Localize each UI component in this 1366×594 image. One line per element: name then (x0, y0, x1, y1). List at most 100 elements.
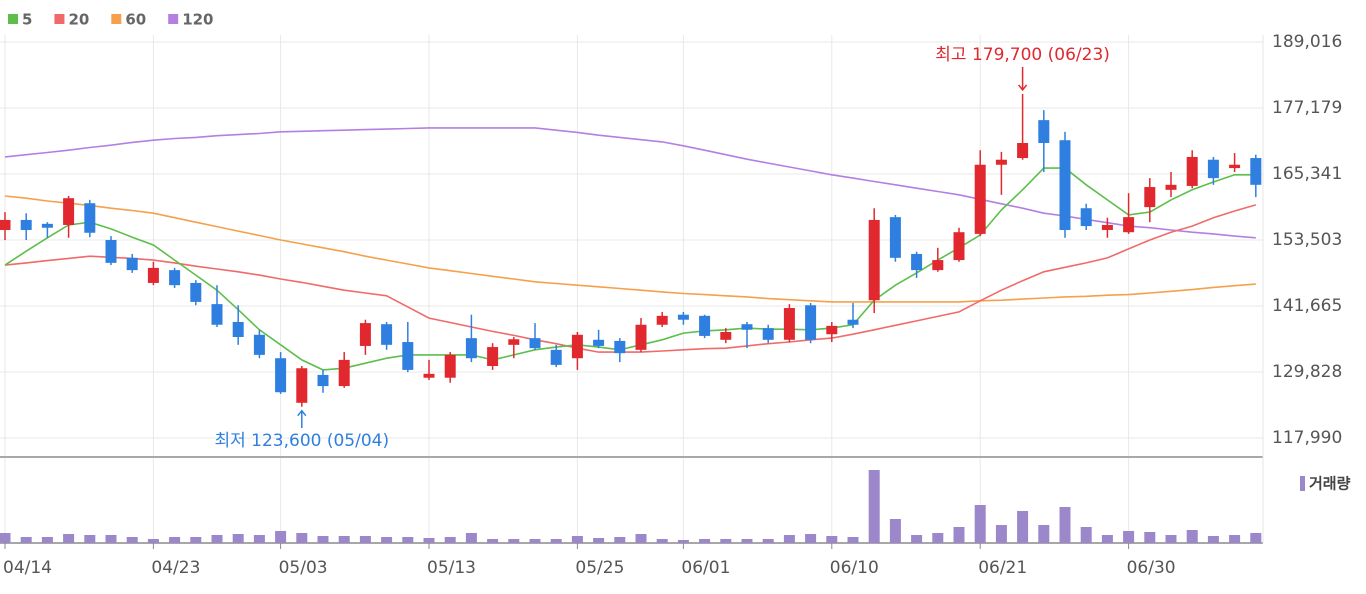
candle-body (465, 338, 477, 359)
candle-body (275, 358, 287, 393)
candle-body (783, 308, 795, 340)
candle-body (211, 304, 223, 325)
candle-body (0, 219, 11, 230)
low-arrow (297, 409, 307, 428)
candle-body (1059, 140, 1071, 230)
volume-bar (1101, 535, 1113, 543)
candle-body (253, 334, 265, 355)
volume-legend-swatch (1300, 476, 1305, 491)
legend-swatch (8, 14, 18, 24)
candle-body (338, 359, 350, 387)
volume-bar (147, 539, 159, 543)
candle-body (699, 315, 711, 336)
volume-bar (635, 534, 647, 543)
ma-line (4, 127, 1256, 239)
candle-body (550, 349, 562, 365)
x-tick-label: 06/30 (1127, 558, 1176, 578)
volume-bar (20, 537, 32, 543)
candle-body (317, 374, 329, 387)
volume-bar (296, 533, 308, 543)
candle-body (190, 282, 202, 302)
candle-body (1101, 224, 1113, 230)
legend-swatch (111, 14, 122, 24)
volume-bar (741, 539, 753, 543)
volume-bar (84, 535, 96, 543)
volume-bar (508, 539, 520, 543)
volume-bar (805, 534, 817, 543)
volume-bar (487, 539, 499, 543)
volume-bar (911, 535, 923, 543)
candle-body (1080, 208, 1092, 227)
volume-bar (190, 537, 202, 543)
legend-label: 120 (182, 11, 213, 29)
candle-body (126, 257, 138, 271)
volume-bar (677, 540, 689, 543)
candle-body (1207, 159, 1219, 179)
candle-body (762, 328, 774, 340)
high-arrow (1018, 67, 1028, 92)
volume-bar (762, 539, 774, 543)
candle-body (529, 338, 541, 349)
candle-body (169, 270, 181, 286)
x-tick-label: 05/25 (575, 558, 624, 578)
legend-label: 20 (68, 11, 89, 29)
volume-bar (1038, 525, 1050, 543)
legend-label: 5 (22, 11, 32, 29)
candle-body (147, 267, 159, 283)
candle-body (805, 305, 817, 340)
candle-body (1144, 187, 1156, 208)
candle-body (614, 340, 626, 354)
candle-body (889, 217, 901, 258)
volume-bar (1123, 531, 1135, 543)
volume-bar (699, 539, 711, 543)
y-tick-label: 189,016 (1272, 32, 1342, 52)
volume-bar (1080, 527, 1092, 543)
volume-bar (253, 535, 265, 543)
x-tick-label: 04/23 (151, 558, 200, 578)
candle-body (911, 253, 923, 271)
volume-bar (1250, 533, 1262, 543)
volume-bar (211, 535, 223, 543)
volume-bar (868, 470, 880, 543)
candle-body (953, 232, 965, 261)
ma-line (4, 167, 1256, 371)
volume-bar (826, 536, 838, 543)
y-tick-label: 177,179 (1272, 98, 1342, 118)
legend-label: 60 (125, 11, 146, 29)
volume-bar (126, 537, 138, 543)
candle-body (296, 368, 308, 403)
ma-line (4, 204, 1257, 353)
candle-body (1123, 217, 1135, 233)
candle-body (402, 342, 414, 370)
candle-body (1250, 158, 1262, 185)
volume-bar (932, 533, 944, 543)
volume-bar (169, 537, 181, 543)
volume-bar (529, 539, 541, 543)
volume-bar (974, 505, 986, 543)
candle-body (63, 198, 75, 225)
volume-bar (232, 534, 244, 543)
candle-body (381, 324, 393, 345)
candle-body (487, 347, 499, 367)
volume-bar (593, 538, 605, 543)
candle-body (359, 323, 371, 346)
volume-bar (889, 519, 901, 543)
volume-bar (720, 539, 732, 543)
candle-body (593, 339, 605, 346)
annotations: 최고 179,700 (06/23) 최저 123,600 (05/04) (214, 45, 1109, 451)
candle-body (571, 334, 583, 359)
candle-body (995, 159, 1007, 165)
x-tick-label: 05/13 (427, 558, 476, 578)
candle-body (20, 219, 32, 230)
volume-bar (402, 537, 414, 543)
volume-bar (423, 538, 435, 543)
candle-body (677, 314, 689, 320)
candle-body (656, 315, 668, 325)
y-tick-label: 165,341 (1272, 164, 1342, 184)
volume-bar (444, 537, 456, 543)
volume-bar (381, 537, 393, 543)
candle-body (1038, 120, 1050, 143)
candle-body (741, 324, 753, 330)
volume-bar (338, 536, 350, 543)
